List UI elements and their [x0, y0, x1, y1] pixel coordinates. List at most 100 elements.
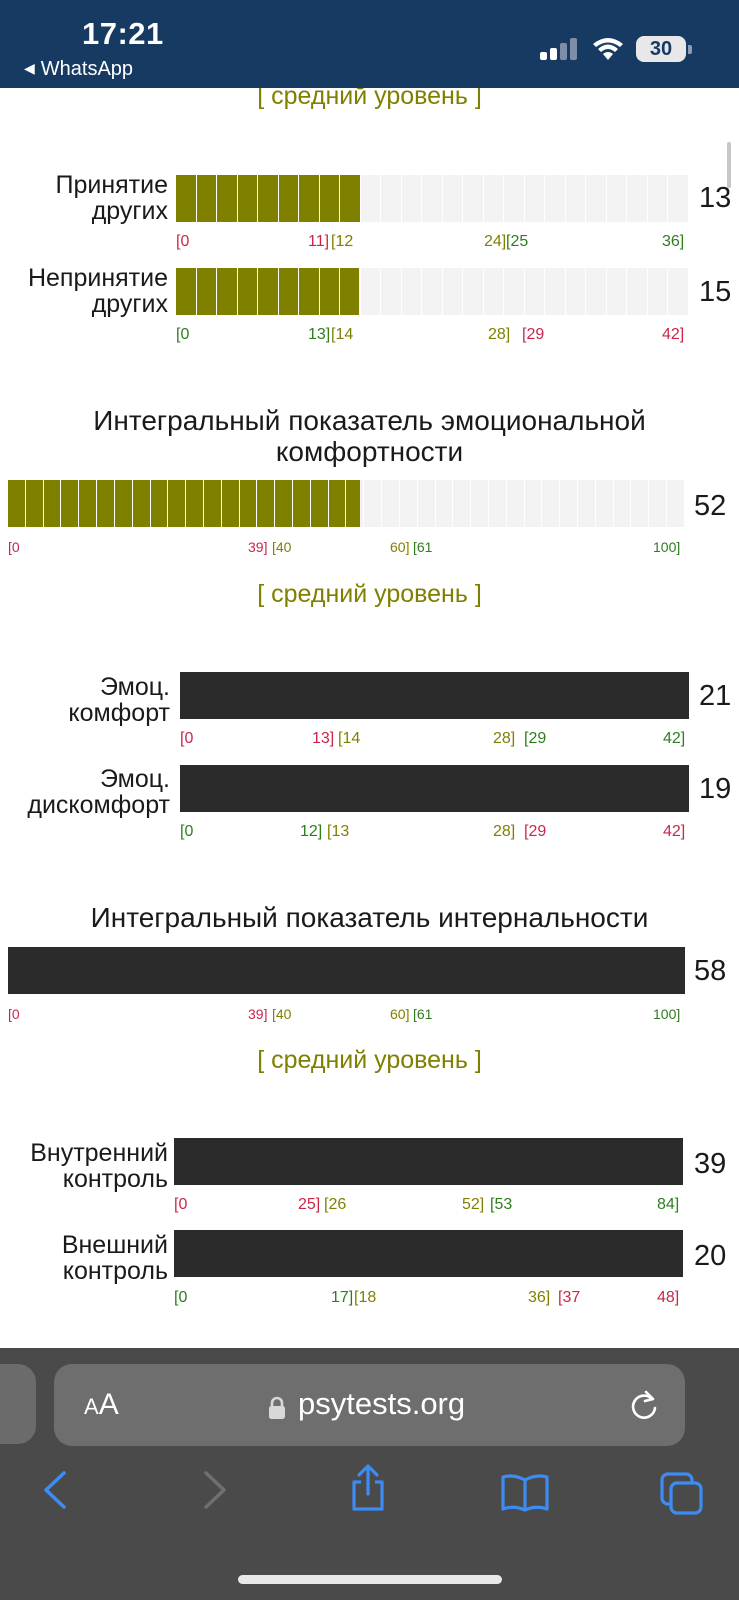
scale-cell	[299, 175, 320, 222]
bookmarks-icon[interactable]	[500, 1474, 550, 1512]
scale-bar-emo-comfort	[180, 672, 689, 719]
row-label-line2: других	[91, 197, 168, 225]
scale-cell	[204, 480, 222, 527]
back-icon[interactable]	[42, 1470, 68, 1510]
scale-cell	[402, 175, 423, 222]
back-to-whatsapp[interactable]: ◀ WhatsApp	[24, 58, 133, 81]
text-size-button[interactable]: AA	[84, 1388, 119, 1422]
score-emotional-comfort: 52	[694, 490, 727, 522]
scale-cell	[545, 175, 566, 222]
scale-cell	[422, 175, 443, 222]
scale-cell	[240, 480, 258, 527]
scale-cell	[443, 268, 464, 315]
scale-tick-label: 39]	[248, 1006, 268, 1022]
scale-cell	[418, 480, 436, 527]
scale-bar-nonacceptance	[176, 268, 689, 315]
scale-cell	[627, 175, 648, 222]
previous-tab-peek[interactable]	[0, 1364, 36, 1444]
row-label-line2: контроль	[62, 1257, 168, 1285]
scale-cell	[648, 268, 669, 315]
address-bar[interactable]: AA psytests.org	[54, 1364, 685, 1446]
scale-cell	[578, 480, 596, 527]
browser-toolbar: AA psytests.org	[0, 1348, 739, 1600]
scale-cell	[668, 268, 689, 315]
row-label-external-control: Внешний контроль	[0, 1232, 168, 1284]
scrollbar-thumb[interactable]	[727, 142, 731, 188]
score-acceptance: 13	[699, 182, 732, 214]
scale-cell	[258, 268, 279, 315]
scale-cell	[504, 268, 525, 315]
scale-bar-acceptance	[176, 175, 689, 222]
scale-cell	[382, 480, 400, 527]
scale-cell	[560, 480, 578, 527]
scale-tick-label: 42]	[663, 823, 686, 840]
scale-cell	[97, 480, 115, 527]
scale-tick-label: 39]	[248, 539, 268, 555]
scale-tick-label: 42]	[662, 326, 685, 343]
scale-cell	[238, 175, 259, 222]
row-label-line1: Эмоц.	[99, 765, 170, 793]
scale-cell	[197, 175, 218, 222]
row-label-line1: Внешний	[61, 1231, 168, 1259]
scale-cell	[79, 480, 98, 527]
tick-labels-acceptance: [0 11] [12 24] [25 36]	[176, 233, 689, 253]
scale-cell	[648, 175, 669, 222]
scale-cell	[320, 268, 341, 315]
battery-icon: 30	[636, 36, 686, 62]
wifi-icon	[593, 38, 623, 60]
scale-tick-label: 25]	[298, 1196, 321, 1213]
tabs-icon[interactable]	[660, 1472, 704, 1516]
row-label-line1: Принятие	[55, 171, 169, 199]
lock-icon	[269, 1396, 285, 1419]
scale-cell	[667, 480, 685, 527]
scale-tick-label: 60]	[390, 539, 410, 555]
row-label-nonacceptance: Непринятие других	[0, 265, 168, 317]
scale-cell	[586, 268, 607, 315]
status-time: 17:21	[82, 16, 164, 51]
scale-cell	[402, 268, 423, 315]
scale-cell	[400, 480, 418, 527]
scale-cell	[222, 480, 240, 527]
row-label-line2: дискомфорт	[27, 791, 170, 819]
forward-icon[interactable]	[202, 1470, 228, 1510]
scale-cell	[471, 480, 489, 527]
scale-tick-label: [0	[180, 730, 194, 747]
scale-cell	[340, 175, 361, 222]
scale-cell	[542, 480, 561, 527]
scale-tick-label: 11]	[308, 233, 330, 250]
scale-cell	[320, 175, 341, 222]
back-app-label: WhatsApp	[40, 58, 134, 80]
scale-cell	[566, 175, 587, 222]
scale-cell	[668, 175, 689, 222]
scale-cell	[311, 480, 329, 527]
score-internality: 58	[694, 955, 727, 987]
scale-cell	[61, 480, 80, 527]
scale-tick-label: [0	[8, 1006, 20, 1022]
scale-cell	[453, 480, 472, 527]
scale-cell	[596, 480, 614, 527]
scale-fill	[176, 175, 362, 222]
scale-cell	[489, 480, 507, 527]
scale-cell	[346, 480, 365, 527]
scale-cells	[8, 480, 685, 527]
tick-labels-internality: [0 39] [40 60] [61 100]	[8, 1006, 685, 1026]
scale-tick-label: 36]	[662, 233, 685, 250]
scale-tick-label: [53	[490, 1196, 513, 1213]
row-label-emo-comfort: Эмоц. комфорт	[2, 674, 170, 726]
scale-cell	[586, 175, 607, 222]
scale-tick-label: 36]	[528, 1289, 551, 1306]
reload-icon[interactable]	[628, 1388, 660, 1422]
share-icon[interactable]	[348, 1464, 388, 1512]
scale-cell	[504, 175, 525, 222]
row-label-line1: Внутренний	[30, 1139, 168, 1167]
scale-cell	[258, 175, 279, 222]
scale-bar-emotional-comfort	[8, 480, 685, 527]
scale-tick-label: [0	[8, 539, 20, 555]
scale-tick-label: 13]	[308, 326, 331, 343]
scale-tick-label: 60]	[390, 1006, 410, 1022]
scale-tick-label: [29	[522, 326, 545, 343]
status-bar: 17:21 ◀ WhatsApp 30	[0, 0, 739, 88]
scale-tick-label: [29	[524, 823, 547, 840]
tick-labels-emotional-comfort: [0 39] [40 60] [61 100]	[8, 539, 685, 559]
scale-tick-label: [0	[174, 1289, 188, 1306]
